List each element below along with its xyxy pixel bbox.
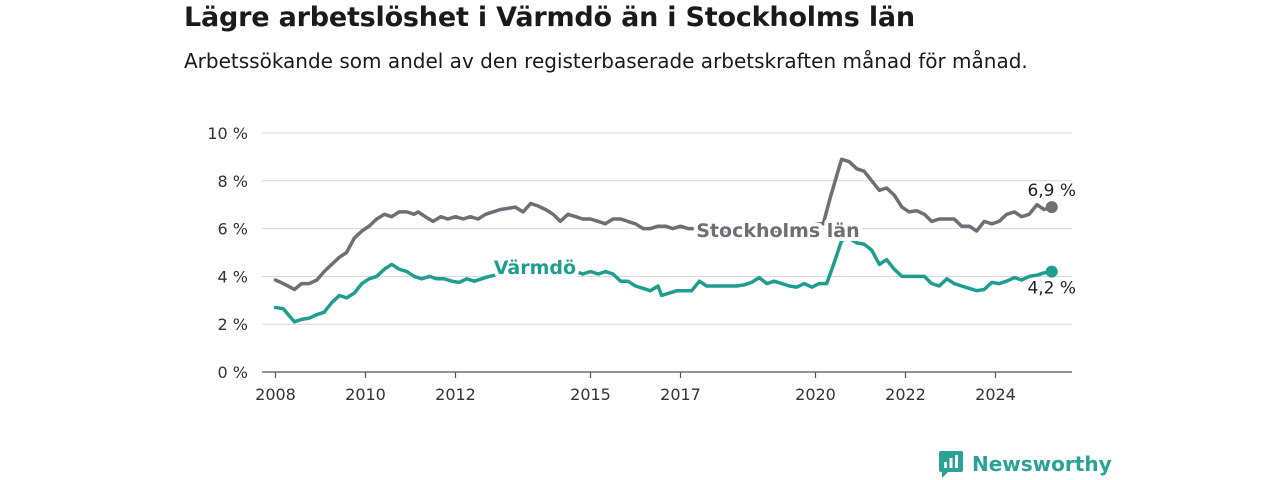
x-tick-label-2020: 2020: [795, 385, 836, 404]
series-line-värmdö: [273, 236, 1054, 324]
series-inline-label-stockholms-län: Stockholms län: [696, 220, 859, 242]
x-tick-label-2012: 2012: [435, 385, 476, 404]
series-end-value-label-stockholms-län: 6,9 %: [1027, 181, 1076, 201]
gridlines: [262, 132, 1072, 325]
series-line-stockholms-län: [273, 157, 1054, 292]
x-tick-label-2008: 2008: [255, 385, 296, 404]
newsworthy-logo: Newsworthy: [938, 449, 1112, 479]
series-labels: Stockholms län Värmdö 6,9 % 4,2 %: [490, 179, 1079, 302]
y-tick-label-8: 8 %: [218, 172, 248, 191]
y-axis-tick-labels: 0 % 2 % 4 % 6 % 8 % 10 %: [207, 124, 248, 382]
series-inline-label-värmdö: Värmdö: [494, 257, 576, 279]
series-end-marker-värmdö: [1045, 265, 1058, 278]
series-end-marker-stockholms-län: [1045, 201, 1058, 214]
series-lines: [273, 157, 1058, 324]
x-tick-label-2024: 2024: [975, 385, 1016, 404]
y-tick-label-2: 2 %: [218, 315, 248, 334]
y-tick-label-6: 6 %: [218, 220, 248, 239]
newsworthy-logo-icon: [939, 451, 963, 478]
y-tick-label-4: 4 %: [218, 267, 248, 286]
x-tick-label-2017: 2017: [660, 385, 701, 404]
y-tick-label-10: 10 %: [207, 124, 248, 143]
chart-title: Lägre arbetslöshet i Värmdö än i Stockho…: [184, 2, 915, 33]
newsworthy-logo-text: Newsworthy: [972, 452, 1112, 476]
chart-subtitle: Arbetssökande som andel av den registerb…: [184, 49, 1028, 73]
x-axis: 2008 2010 2012 2015 2017 2020 2022 2024: [255, 371, 1072, 404]
x-tick-label-2010: 2010: [345, 385, 386, 404]
y-tick-label-0: 0 %: [218, 363, 248, 382]
x-tick-label-2022: 2022: [885, 385, 926, 404]
series-end-value-label-värmdö: 4,2 %: [1027, 279, 1076, 299]
x-tick-label-2015: 2015: [570, 385, 611, 404]
